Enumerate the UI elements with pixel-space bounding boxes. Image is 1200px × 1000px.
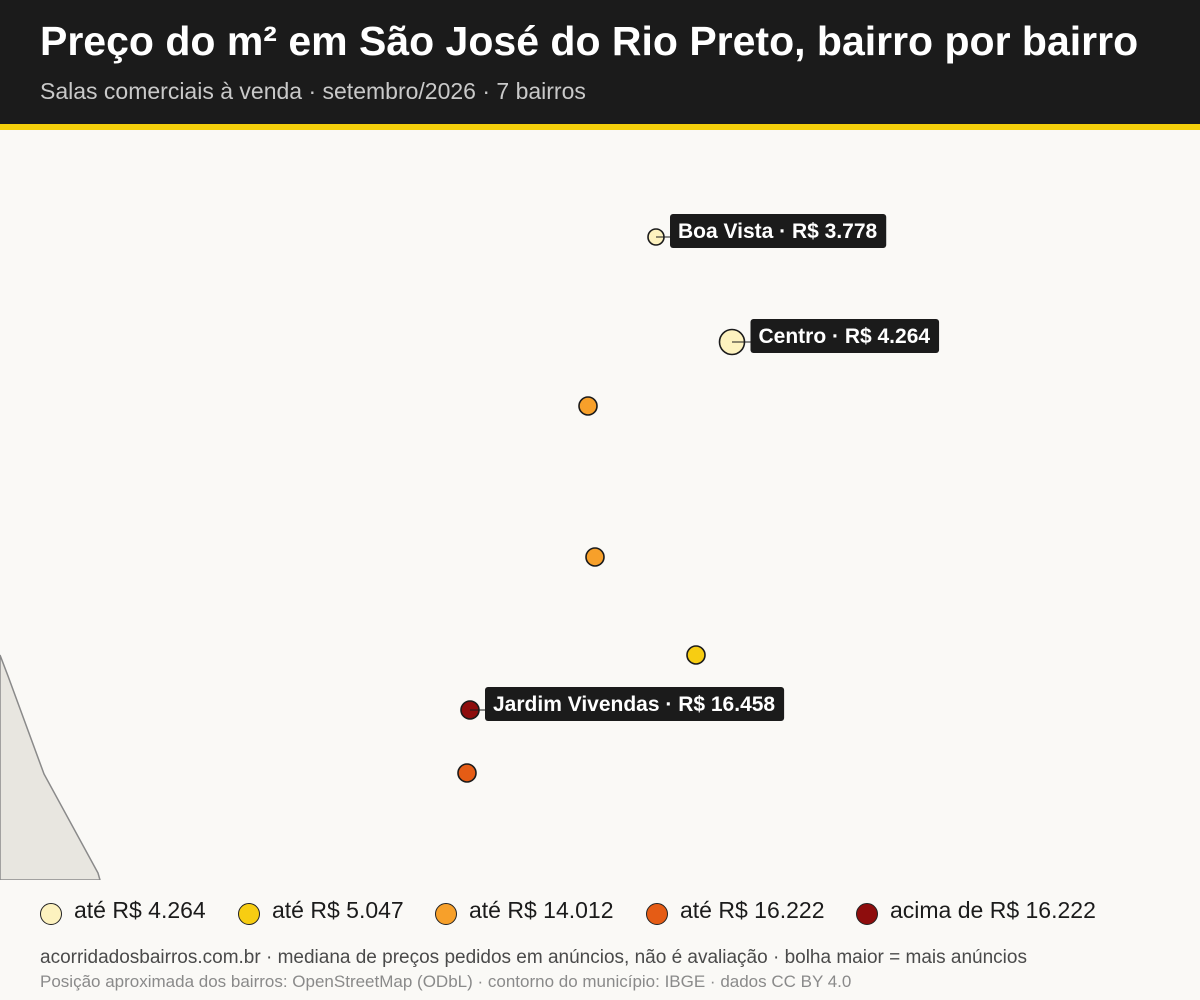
legend-label: até R$ 16.222 bbox=[680, 897, 825, 923]
footer-source: acorridadosbairros.com.br · mediana de p… bbox=[40, 947, 1027, 968]
legend-swatch bbox=[40, 903, 62, 925]
bairro-marker[interactable] bbox=[686, 645, 706, 665]
legend-swatch bbox=[856, 903, 878, 925]
bairro-label: Jardim Vivendas · R$ 16.458 bbox=[493, 693, 775, 716]
footer-credits: Posição aproximada dos bairros: OpenStre… bbox=[40, 972, 852, 991]
bairro-label: Centro · R$ 4.264 bbox=[759, 325, 931, 348]
legend: até R$ 4.264 até R$ 5.047 até R$ 14.012 … bbox=[40, 896, 1180, 930]
legend-swatch bbox=[238, 903, 260, 925]
bairro-label-box bbox=[485, 687, 785, 721]
map-canvas: Boa Vista · R$ 3.778 Centro · R$ 4.264 Jar… bbox=[0, 214, 940, 880]
map-title: Preço do m² em São José do Rio Preto, ba… bbox=[40, 18, 1139, 64]
bairro-label: Boa Vista · R$ 3.778 bbox=[678, 220, 878, 243]
municipality-boundary bbox=[0, 654, 101, 880]
bairro-marker[interactable] bbox=[585, 547, 605, 567]
bairro-label-box bbox=[750, 319, 940, 353]
legend-label: até R$ 14.012 bbox=[469, 897, 614, 923]
legend-label: acima de R$ 16.222 bbox=[890, 897, 1096, 923]
legend-label: até R$ 4.264 bbox=[74, 897, 206, 923]
bairro-marker[interactable] bbox=[457, 763, 477, 783]
legend-label: até R$ 5.047 bbox=[272, 897, 404, 923]
map-subtitle: Salas comerciais à venda · setembro/2026… bbox=[40, 78, 586, 104]
legend-swatch bbox=[435, 903, 457, 925]
legend-swatch bbox=[646, 903, 668, 925]
bairro-marker[interactable] bbox=[578, 396, 598, 416]
bairro-label-box bbox=[670, 214, 887, 248]
header: Preço do m² em São José do Rio Preto, ba… bbox=[0, 0, 1200, 130]
